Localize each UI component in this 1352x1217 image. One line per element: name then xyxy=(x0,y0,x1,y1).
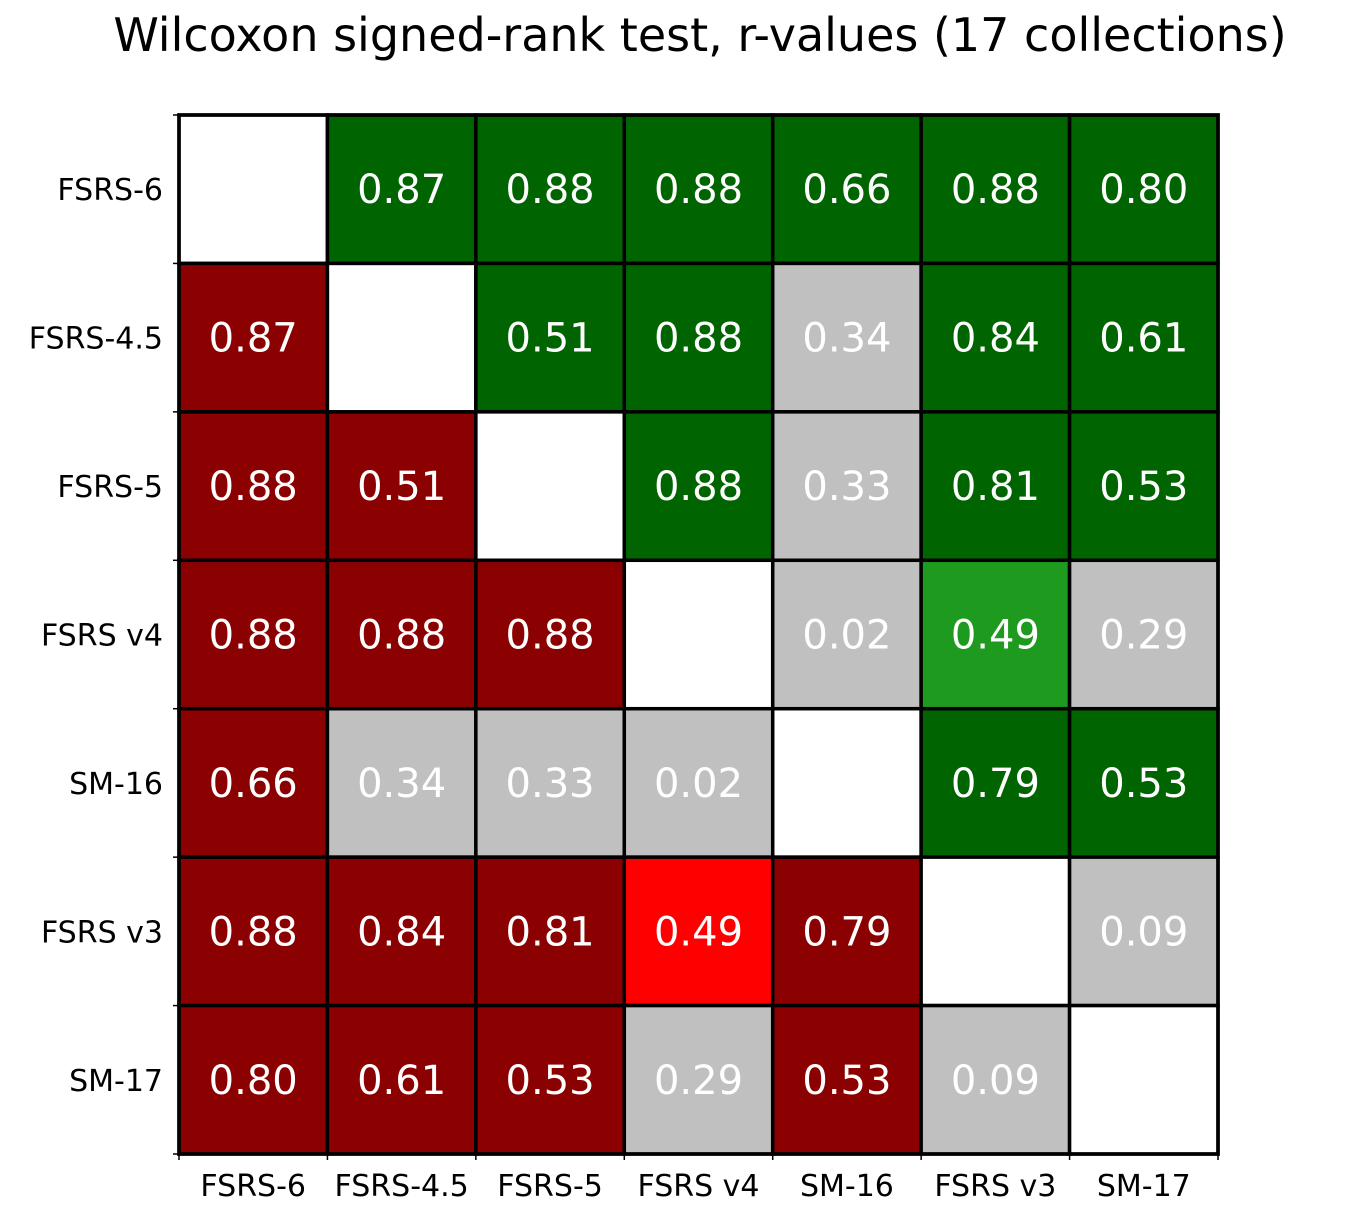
cell-value-label: 0.51 xyxy=(506,316,595,362)
row-tick-label: FSRS-5 xyxy=(57,470,163,505)
column-tick-labels: FSRS-6 FSRS-4.5 FSRS-5 FSRS v4 SM-16 FSRS v3 S… xyxy=(200,1169,1190,1204)
cell-value-label: 0.53 xyxy=(1099,464,1188,510)
heatmap-cell xyxy=(919,558,1072,711)
column-tick-label: FSRS-5 xyxy=(497,1169,603,1204)
heatmap-cell xyxy=(1067,261,1220,414)
cell-value-label: 0.02 xyxy=(654,761,743,807)
heatmap-cell xyxy=(770,1003,923,1156)
heatmap-cell xyxy=(919,706,1072,859)
heatmap-cell xyxy=(177,113,330,266)
cell-value-label: 0.80 xyxy=(1099,167,1188,213)
column-tick-label: FSRS v3 xyxy=(934,1169,1056,1204)
row-tick-label: SM-16 xyxy=(69,767,163,802)
cell-value-label: 0.88 xyxy=(506,613,595,659)
row-tick-label: FSRS v4 xyxy=(41,619,163,654)
heatmap-cell xyxy=(325,261,478,414)
cell-value-label: 0.33 xyxy=(506,761,595,807)
plot-border xyxy=(177,113,1220,1156)
heatmap-cell xyxy=(622,410,775,563)
cell-value-label: 0.87 xyxy=(357,167,446,213)
heatmap-cell xyxy=(1067,558,1220,711)
cell-value-label: 0.81 xyxy=(951,464,1040,510)
cell-value-label: 0.80 xyxy=(209,1058,298,1104)
heatmap-cell xyxy=(770,261,923,414)
cell-value-label: 0.88 xyxy=(209,909,298,955)
heatmap-cell xyxy=(177,706,330,859)
heatmap-cell xyxy=(1067,410,1220,563)
row-tick-label: SM-17 xyxy=(69,1064,163,1099)
heatmap-cell xyxy=(1067,1003,1220,1156)
cell-value-label: 0.79 xyxy=(802,909,891,955)
row-tick-label: FSRS-4.5 xyxy=(29,322,163,357)
cell-value-label: 0.34 xyxy=(357,761,446,807)
cell-value-label: 0.34 xyxy=(802,316,891,362)
cell-value-label: 0.87 xyxy=(209,316,298,362)
column-tick-label: FSRS-4.5 xyxy=(335,1169,469,1204)
chart-title: Wilcoxon signed-rank test, r-values (17 … xyxy=(113,8,1287,62)
cell-value-label: 0.02 xyxy=(802,613,891,659)
cell-value-label: 0.51 xyxy=(357,464,446,510)
heatmap-cell xyxy=(325,706,478,859)
heatmap-cell xyxy=(622,558,775,711)
heatmap-cell xyxy=(474,558,627,711)
cell-value-label: 0.49 xyxy=(951,613,1040,659)
cell-value-label: 0.81 xyxy=(506,909,595,955)
heatmap-cell xyxy=(325,1003,478,1156)
cell-value-label: 0.88 xyxy=(209,613,298,659)
column-tick-label: FSRS v4 xyxy=(637,1169,759,1204)
cell-value-label: 0.88 xyxy=(209,464,298,510)
cell-value-label: 0.66 xyxy=(802,167,891,213)
cell-value-label: 0.53 xyxy=(1099,761,1188,807)
cell-value-label: 0.33 xyxy=(802,464,891,510)
axis-ticks xyxy=(173,114,1219,1161)
row-tick-label: FSRS-6 xyxy=(57,173,163,208)
heatmap-cells: 0.87 0.88 0.88 0.66 0.88 0.80 0.87 0.51 0.88 0.34… xyxy=(177,113,1220,1156)
column-tick-label: FSRS-6 xyxy=(200,1169,306,1204)
row-tick-label: FSRS v3 xyxy=(41,915,163,950)
heatmap-cell xyxy=(770,558,923,711)
heatmap-cell xyxy=(474,1003,627,1156)
heatmap-cell xyxy=(770,410,923,563)
cell-value-label: 0.79 xyxy=(951,761,1040,807)
cell-value-label: 0.53 xyxy=(506,1058,595,1104)
heatmap-cell xyxy=(770,706,923,859)
column-tick-label: SM-17 xyxy=(1097,1169,1191,1204)
cell-value-label: 0.53 xyxy=(802,1058,891,1104)
cell-value-label: 0.09 xyxy=(1099,909,1188,955)
cell-value-label: 0.88 xyxy=(951,167,1040,213)
heatmap-cell xyxy=(919,855,1072,1008)
column-tick-label: SM-16 xyxy=(800,1169,894,1204)
heatmap-cell xyxy=(622,261,775,414)
cell-value-label: 0.88 xyxy=(506,167,595,213)
cell-value-label: 0.29 xyxy=(654,1058,743,1104)
cell-value-label: 0.84 xyxy=(357,909,446,955)
cell-value-label: 0.84 xyxy=(951,316,1040,362)
cell-value-label: 0.88 xyxy=(357,613,446,659)
cell-value-label: 0.61 xyxy=(357,1058,446,1104)
cell-value-label: 0.61 xyxy=(1099,316,1188,362)
row-tick-labels: FSRS-6 FSRS-4.5 FSRS-5 FSRS v4 SM-16 FSRS v3 S… xyxy=(29,173,163,1099)
heatmap-cell xyxy=(177,855,330,1008)
cell-value-label: 0.66 xyxy=(209,761,298,807)
heatmap-cell xyxy=(919,410,1072,563)
cell-value-label: 0.29 xyxy=(1099,613,1188,659)
heatmap-cell xyxy=(474,261,627,414)
cell-value-label: 0.49 xyxy=(654,909,743,955)
cell-value-label: 0.09 xyxy=(951,1058,1040,1104)
cell-value-label: 0.88 xyxy=(654,316,743,362)
cell-value-label: 0.88 xyxy=(654,167,743,213)
heatmap-cell xyxy=(1067,706,1220,859)
heatmap-cell xyxy=(474,410,627,563)
heatmap-cell xyxy=(622,113,775,266)
heatmap-cell xyxy=(325,410,478,563)
heatmap-cell xyxy=(325,113,478,266)
cell-value-label: 0.88 xyxy=(654,464,743,510)
